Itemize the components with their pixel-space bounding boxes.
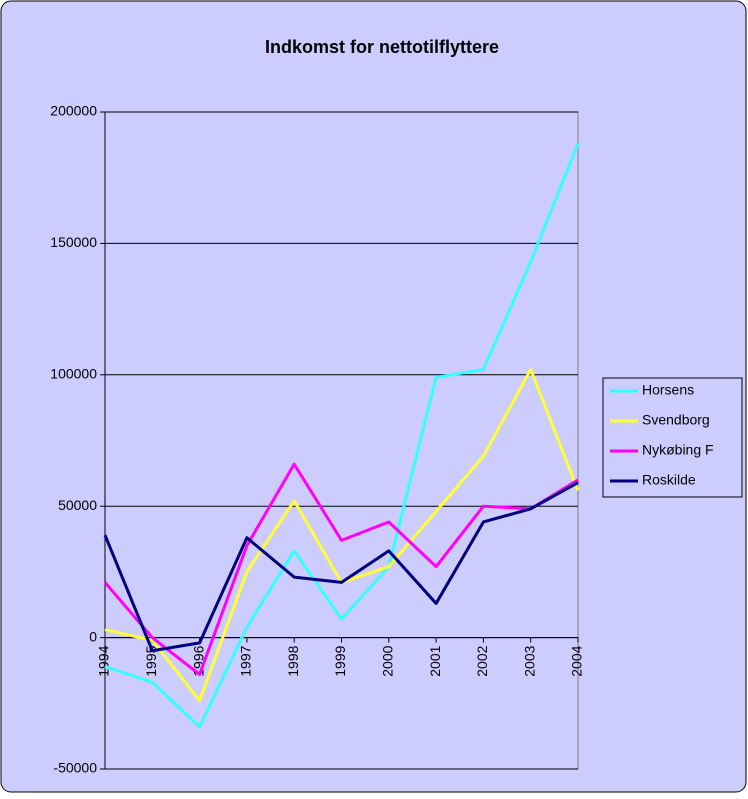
y-tick-label: 100000 xyxy=(50,366,97,382)
y-tick-label: 0 xyxy=(89,628,97,644)
y-tick-label: -50000 xyxy=(53,760,97,776)
series-line xyxy=(104,142,580,729)
y-tick-label: 50000 xyxy=(58,497,97,513)
legend-label: Horsens xyxy=(642,382,694,398)
legend-label: Roskilde xyxy=(642,472,696,488)
legend xyxy=(602,377,743,498)
x-tick-label: 2003 xyxy=(521,645,537,676)
y-tick-label: 200000 xyxy=(50,103,97,119)
plot-area xyxy=(104,111,579,770)
x-tick-label: 2002 xyxy=(474,645,490,676)
x-tick-label: 2001 xyxy=(427,645,443,676)
x-tick-label: 1998 xyxy=(285,645,301,676)
x-tick-label: 2004 xyxy=(569,645,585,676)
x-tick-label: 1994 xyxy=(96,645,112,676)
x-tick-label: 1999 xyxy=(332,645,348,676)
y-tick-label: 150000 xyxy=(50,234,97,250)
chart-title: Indkomst for nettotilflyttere xyxy=(265,37,499,57)
x-tick-label: 1995 xyxy=(143,645,159,676)
x-tick-label: 2000 xyxy=(380,645,396,676)
x-tick-label: 1997 xyxy=(238,645,254,676)
series-line xyxy=(103,481,579,653)
series-line xyxy=(103,462,579,676)
legend-label: Nykøbing F xyxy=(642,442,714,458)
legend-label: Svendborg xyxy=(642,412,710,428)
